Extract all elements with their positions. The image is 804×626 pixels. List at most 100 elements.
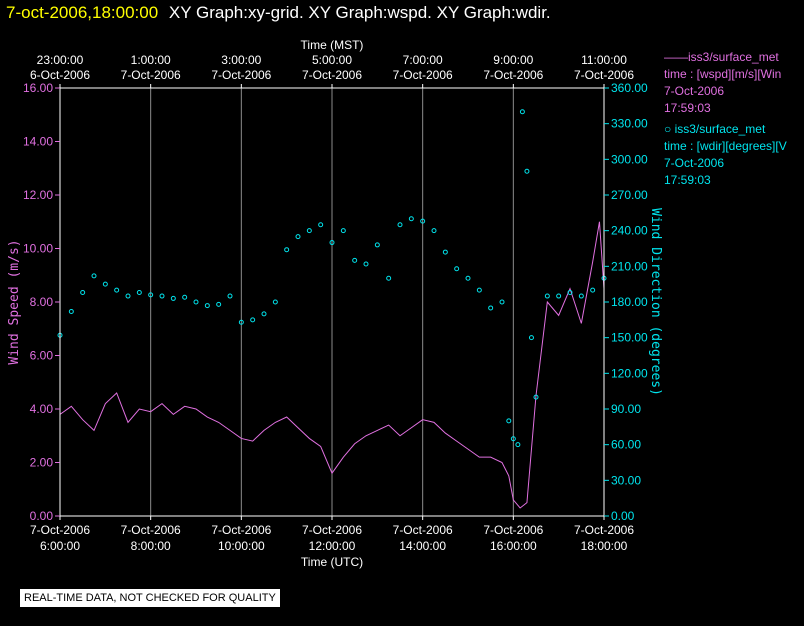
left-axis-tick-label: 10.00 <box>23 242 53 256</box>
wind-direction-point <box>216 301 222 307</box>
right-axis-tick-label: 210.00 <box>611 259 648 273</box>
wind-direction-point <box>528 335 534 341</box>
top-axis-tick-date: 6-Oct-2006 <box>30 68 90 82</box>
chart-header: 7-oct-2006,18:00:00 XY Graph:xy-grid. XY… <box>6 3 551 23</box>
wind-direction-point <box>431 228 437 234</box>
wind-direction-point <box>397 222 403 228</box>
bottom-axis-tick-date: 7-Oct-2006 <box>574 523 634 537</box>
top-axis-tick-date: 7-Oct-2006 <box>483 68 543 82</box>
bottom-axis-tick-date: 7-Oct-2006 <box>302 523 362 537</box>
wind-direction-point <box>329 240 335 246</box>
wind-direction-point <box>363 261 369 267</box>
wind-direction-point <box>68 309 74 315</box>
top-axis-tick-time: 1:00:00 <box>131 53 171 67</box>
header-timestamp: 7-oct-2006,18:00:00 <box>6 3 159 22</box>
right-axis-tick-label: 240.00 <box>611 224 648 238</box>
wind-direction-point <box>250 317 256 323</box>
top-axis-tick-date: 7-Oct-2006 <box>121 68 181 82</box>
right-axis-tick-label: 360.00 <box>611 81 648 95</box>
left-axis-tick-label: 16.00 <box>23 81 53 95</box>
wind-direction-point <box>318 222 324 228</box>
legend-wdir-line4: 17:59:03 <box>664 173 711 187</box>
wind-direction-point <box>261 311 267 317</box>
bottom-axis-tick-date: 7-Oct-2006 <box>483 523 543 537</box>
right-axis-tick-label: 60.00 <box>611 438 641 452</box>
top-axis-tick-time: 5:00:00 <box>312 53 352 67</box>
left-axis-title: Wind Speed (m/s) <box>7 239 22 364</box>
wind-direction-point <box>519 109 525 115</box>
wind-direction-point <box>91 273 97 279</box>
left-axis-tick-label: 8.00 <box>30 295 54 309</box>
top-axis-tick-time: 11:00:00 <box>581 53 627 67</box>
wind-direction-point <box>295 234 301 240</box>
bottom-axis-tick-time: 16:00:00 <box>490 539 537 553</box>
wind-direction-point <box>556 293 562 299</box>
wind-direction-point <box>306 228 312 234</box>
legend-entry-wind-speed: ——iss3/surface_met time : [wspd][m/s][Wi… <box>664 49 804 117</box>
bottom-axis-tick-time: 6:00:00 <box>40 539 80 553</box>
wind-direction-point <box>80 289 86 295</box>
bottom-axis-tick-time: 18:00:00 <box>581 539 628 553</box>
left-axis-tick-label: 14.00 <box>23 135 53 149</box>
bottom-axis-tick-time: 12:00:00 <box>309 539 356 553</box>
right-axis-tick-label: 180.00 <box>611 295 648 309</box>
wind-direction-point <box>408 216 414 222</box>
wind-direction-point <box>227 293 233 299</box>
right-axis-tick-label: 90.00 <box>611 402 641 416</box>
wind-direction-point <box>567 289 573 295</box>
top-axis-tick-date: 7-Oct-2006 <box>211 68 271 82</box>
wind-direction-point <box>499 299 505 305</box>
right-axis-tick-label: 330.00 <box>611 117 648 131</box>
wind-direction-point <box>442 249 448 255</box>
legend-wspd-line2: time : [wspd][m/s][Win <box>664 67 782 81</box>
wind-direction-point <box>352 257 358 263</box>
left-axis-tick-label: 6.00 <box>30 349 54 363</box>
wind-speed-line <box>59 221 605 509</box>
wind-direction-point <box>476 287 482 293</box>
wind-direction-point <box>386 275 392 281</box>
legend-wspd-line3: 7-Oct-2006 <box>664 84 725 98</box>
bottom-axis-tick-time: 10:00:00 <box>218 539 265 553</box>
wind-direction-point <box>148 292 154 298</box>
left-axis-tick-label: 12.00 <box>23 188 53 202</box>
wind-direction-point <box>114 287 120 293</box>
header-graph-list: XY Graph:xy-grid. XY Graph:wspd. XY Grap… <box>168 3 551 22</box>
top-axis-tick-date: 7-Oct-2006 <box>393 68 453 82</box>
left-axis-tick-label: 0.00 <box>30 509 54 523</box>
wind-direction-point <box>524 168 530 174</box>
bottom-axis-title: Time (UTC) <box>301 555 363 569</box>
wind-direction-point <box>204 303 210 309</box>
bottom-axis-tick-date: 7-Oct-2006 <box>211 523 271 537</box>
grid-layer <box>59 88 605 516</box>
quality-notice: REAL-TIME DATA, NOT CHECKED FOR QUALITY <box>20 589 280 607</box>
left-axis-tick-label: 2.00 <box>30 456 54 470</box>
right-axis-tick-label: 30.00 <box>611 473 641 487</box>
left-axis-tick-label: 4.00 <box>30 402 54 416</box>
wind-direction-point <box>510 436 516 442</box>
right-axis-title: Wind Direction (degrees) <box>648 208 663 396</box>
legend-wdir-line1: ○ iss3/surface_met <box>664 122 766 136</box>
wind-direction-point <box>590 287 596 293</box>
right-axis-tick-label: 150.00 <box>611 331 648 345</box>
wind-direction-point <box>182 294 188 300</box>
wind-direction-point <box>420 218 426 224</box>
top-axis-tick-time: 7:00:00 <box>403 53 443 67</box>
frame-layer <box>55 84 609 520</box>
top-axis-title: Time (MST) <box>301 38 364 52</box>
right-axis-tick-label: 0.00 <box>611 509 635 523</box>
right-axis-tick-label: 270.00 <box>611 188 648 202</box>
right-axis-tick-label: 120.00 <box>611 366 648 380</box>
wind-direction-point <box>544 293 550 299</box>
wind-direction-point <box>578 293 584 299</box>
wind-direction-point <box>102 281 108 287</box>
wind-direction-point <box>136 289 142 295</box>
wind-direction-point <box>488 305 494 311</box>
top-axis-tick-date: 7-Oct-2006 <box>302 68 362 82</box>
wind-direction-point <box>125 293 131 299</box>
legend-wdir-line2: time : [wdir][degrees][V <box>664 139 787 153</box>
legend-entry-wind-direction: ○ iss3/surface_met time : [wdir][degrees… <box>664 121 804 189</box>
bottom-axis-tick-date: 7-Oct-2006 <box>393 523 453 537</box>
wind-direction-point <box>284 247 290 253</box>
right-axis-tick-label: 300.00 <box>611 152 648 166</box>
wind-direction-point <box>454 266 460 272</box>
